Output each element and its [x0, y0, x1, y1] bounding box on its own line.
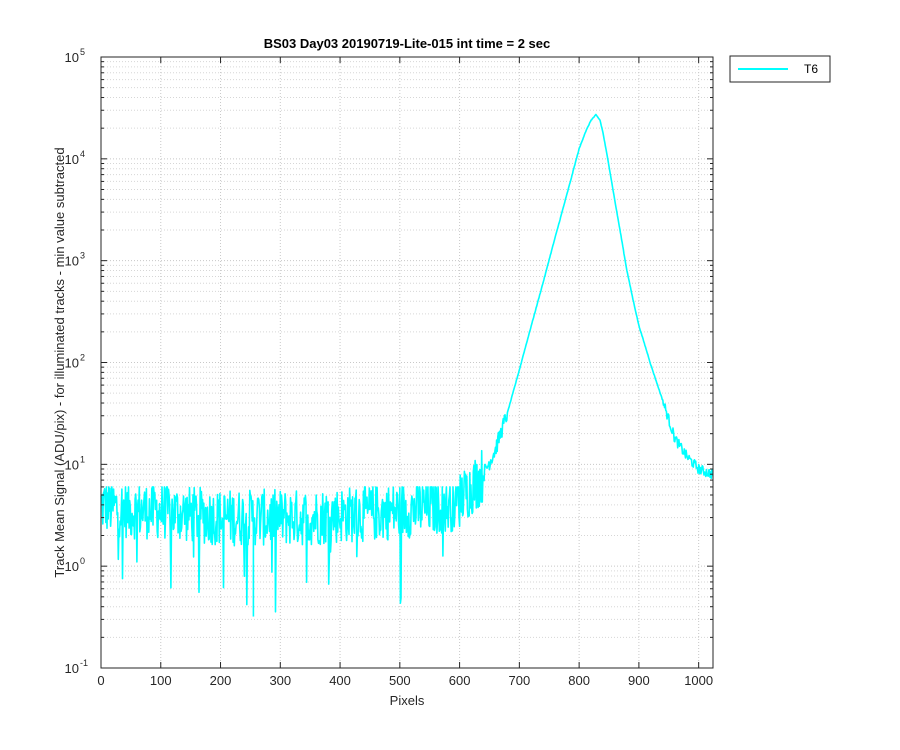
x-tick-label: 500 [389, 673, 411, 688]
legend: T6 [729, 55, 831, 83]
y-tick-label: 10 [65, 50, 79, 65]
chart-title: BS03 Day03 20190719-Lite-015 int time = … [264, 36, 551, 51]
y-tick-exponent: 0 [80, 556, 85, 566]
plot-series [100, 113, 714, 617]
y-tick-label: 10 [65, 356, 79, 371]
x-tick-label: 700 [509, 673, 531, 688]
legend-label-t6: T6 [804, 62, 818, 76]
y-axis-label: Track Mean Signal (ADU/pix) - for illumi… [52, 147, 67, 577]
x-tick-label: 200 [210, 673, 232, 688]
x-tick-label: 900 [628, 673, 650, 688]
x-tick-label: 0 [97, 673, 104, 688]
y-tick-exponent: 4 [80, 149, 85, 159]
x-axis-label: Pixels [390, 693, 425, 708]
x-tick-label: 1000 [684, 673, 713, 688]
x-tick-label: 400 [329, 673, 351, 688]
x-tick-label: 600 [449, 673, 471, 688]
y-tick-label: 10 [65, 152, 79, 167]
x-tick-label: 300 [269, 673, 291, 688]
y-tick-label: 10 [65, 661, 79, 676]
y-tick-label: 10 [65, 559, 79, 574]
series-line-t6 [100, 113, 714, 613]
x-axis-ticks: 0 100 200 300 400 500 600 700 800 900 1000 [97, 57, 713, 688]
y-tick-exponent: 2 [80, 353, 85, 363]
y-tick-exponent: 3 [80, 251, 85, 261]
x-tick-label: 800 [568, 673, 590, 688]
x-tick-label: 100 [150, 673, 172, 688]
y-tick-label: 10 [65, 254, 79, 269]
y-tick-exponent: -1 [80, 658, 88, 668]
y-tick-label: 10 [65, 457, 79, 472]
y-tick-exponent: 5 [80, 47, 85, 57]
y-tick-exponent: 1 [80, 454, 85, 464]
